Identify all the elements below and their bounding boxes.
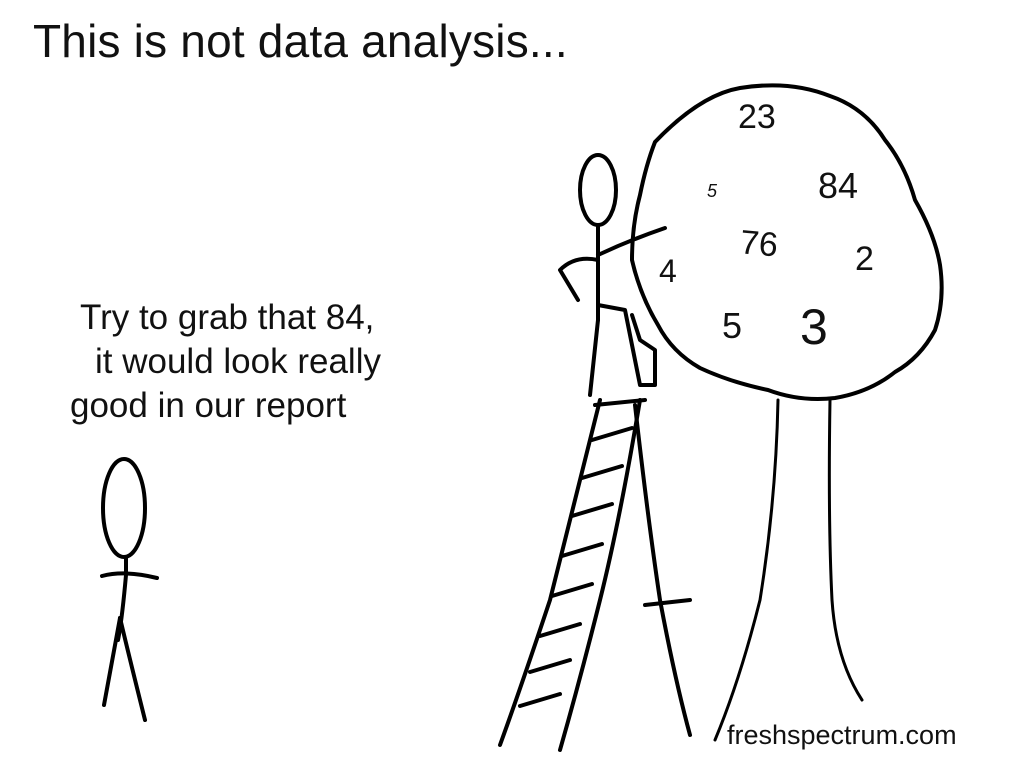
ladder-brace <box>643 598 692 607</box>
tree-number-84: 84 <box>818 165 858 206</box>
tree-number-3: 3 <box>800 299 828 355</box>
boss-arms <box>100 571 159 580</box>
ladder-right-leg <box>633 403 692 737</box>
speech-text: Try to grab that 84, it would look reall… <box>60 296 480 428</box>
trunk-left-edge <box>713 398 780 742</box>
credit-text: freshspectrum.com <box>727 720 957 750</box>
speech-line-2: it would look really <box>95 342 381 381</box>
tree-canopy <box>630 83 944 401</box>
tree-trunk <box>713 398 864 742</box>
climber-right-arm <box>596 226 667 257</box>
boss-head <box>101 457 147 559</box>
boss-left-leg <box>102 616 122 707</box>
ladder-inner-rail <box>558 398 642 752</box>
speech-line-1: Try to grab that 84, <box>80 298 375 337</box>
trunk-right-edge <box>827 398 864 702</box>
stick-figure-boss <box>100 457 159 722</box>
tree-number-5: 5 <box>722 305 742 346</box>
tree-number-labels: 23 5 84 76 4 2 5 3 <box>659 98 874 355</box>
ladder-rungs <box>518 426 634 708</box>
climber-right-leg <box>596 303 657 387</box>
cartoon-title: This is not data analysis... <box>33 15 568 67</box>
tree-number-4: 4 <box>659 253 677 289</box>
tree-number-2: 2 <box>855 240 874 278</box>
ladder-top <box>593 398 647 407</box>
climber-left-leg <box>588 318 600 397</box>
tree-number-5-small: 5 <box>707 181 718 201</box>
speech-line-3: good in our report <box>70 386 347 425</box>
tree-number-23: 23 <box>738 98 776 136</box>
tree-number-76: 76 <box>739 223 780 264</box>
climber-left-arm <box>558 256 600 302</box>
boss-right-leg <box>118 616 147 722</box>
climber-head <box>578 153 618 227</box>
ladder-left-rail <box>498 398 602 747</box>
stick-figure-climber <box>558 153 667 397</box>
ladder <box>498 398 692 752</box>
